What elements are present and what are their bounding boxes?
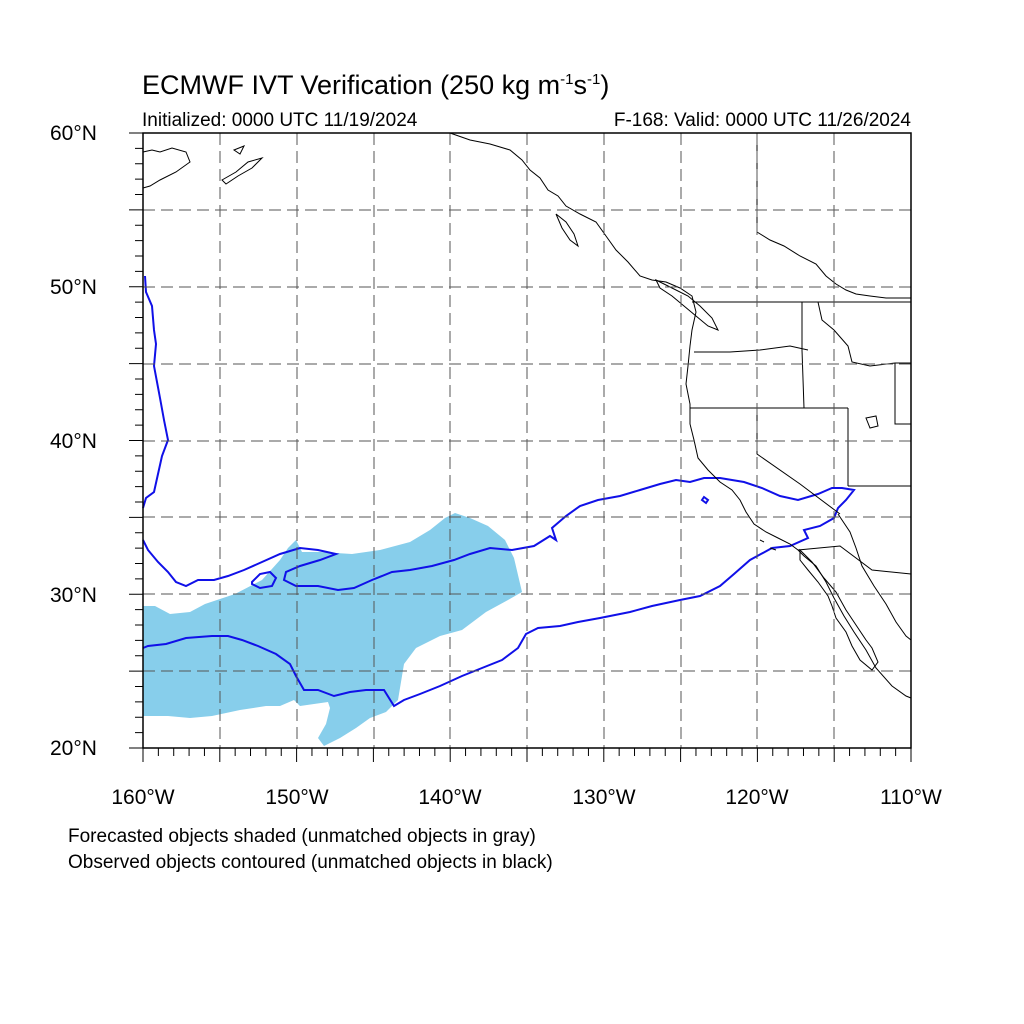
observed-contour-loop <box>251 570 278 590</box>
observed-contour-main <box>142 477 856 708</box>
channel-islands <box>759 539 777 551</box>
legend-observed: Observed objects contoured (unmatched ob… <box>68 852 553 873</box>
legend-forecast: Forecasted objects shaded (unmatched obj… <box>68 826 536 847</box>
lon-label-160w: 160°W <box>111 786 175 809</box>
baja-california-coast <box>799 548 879 671</box>
map-title: ECMWF IVT Verification (250 kg m-1s-1) <box>142 70 610 100</box>
wy-line <box>894 362 911 425</box>
great-salt-lake <box>865 415 879 429</box>
forecast-object-shading <box>143 513 522 746</box>
lon-label-120w: 120°W <box>725 786 789 809</box>
haida-gwaii <box>555 213 579 248</box>
observed-contour-small <box>700 495 710 505</box>
lon-label-140w: 140°W <box>418 786 482 809</box>
idaho-line <box>801 302 848 409</box>
vancouver-island <box>654 278 720 331</box>
initialized-label: Initialized: 0000 UTC 11/19/2024 <box>142 110 418 131</box>
alaska-islands <box>221 145 264 185</box>
gulf-of-california-coast <box>837 513 912 641</box>
coastlines <box>142 132 912 699</box>
lat-label-50: 50°N <box>50 276 97 299</box>
lat-label-60: 60°N <box>50 122 97 145</box>
idaho-montana-border <box>817 301 896 367</box>
oregon-washington-border <box>694 345 809 353</box>
lat-label-30: 30°N <box>50 584 97 607</box>
gulf-of-alaska-coast <box>449 132 912 699</box>
lon-label-110w: 110°W <box>880 786 942 809</box>
observed-contour-northwest <box>142 275 170 509</box>
lat-lon-grid <box>143 133 911 748</box>
lon-label-150w: 150°W <box>265 786 329 809</box>
axis-ticks <box>129 132 912 762</box>
lon-label-130w: 130°W <box>572 786 636 809</box>
observed-contours <box>142 275 856 708</box>
alaska-peninsula <box>142 147 191 189</box>
valid-time-label: F-168: Valid: 0000 UTC 11/26/2024 <box>613 110 911 131</box>
mexico-border <box>797 545 912 575</box>
lat-label-20: 20°N <box>50 737 97 760</box>
lat-label-40: 40°N <box>50 430 97 453</box>
nevada-border <box>756 408 841 515</box>
border-ne-lines <box>756 133 911 299</box>
